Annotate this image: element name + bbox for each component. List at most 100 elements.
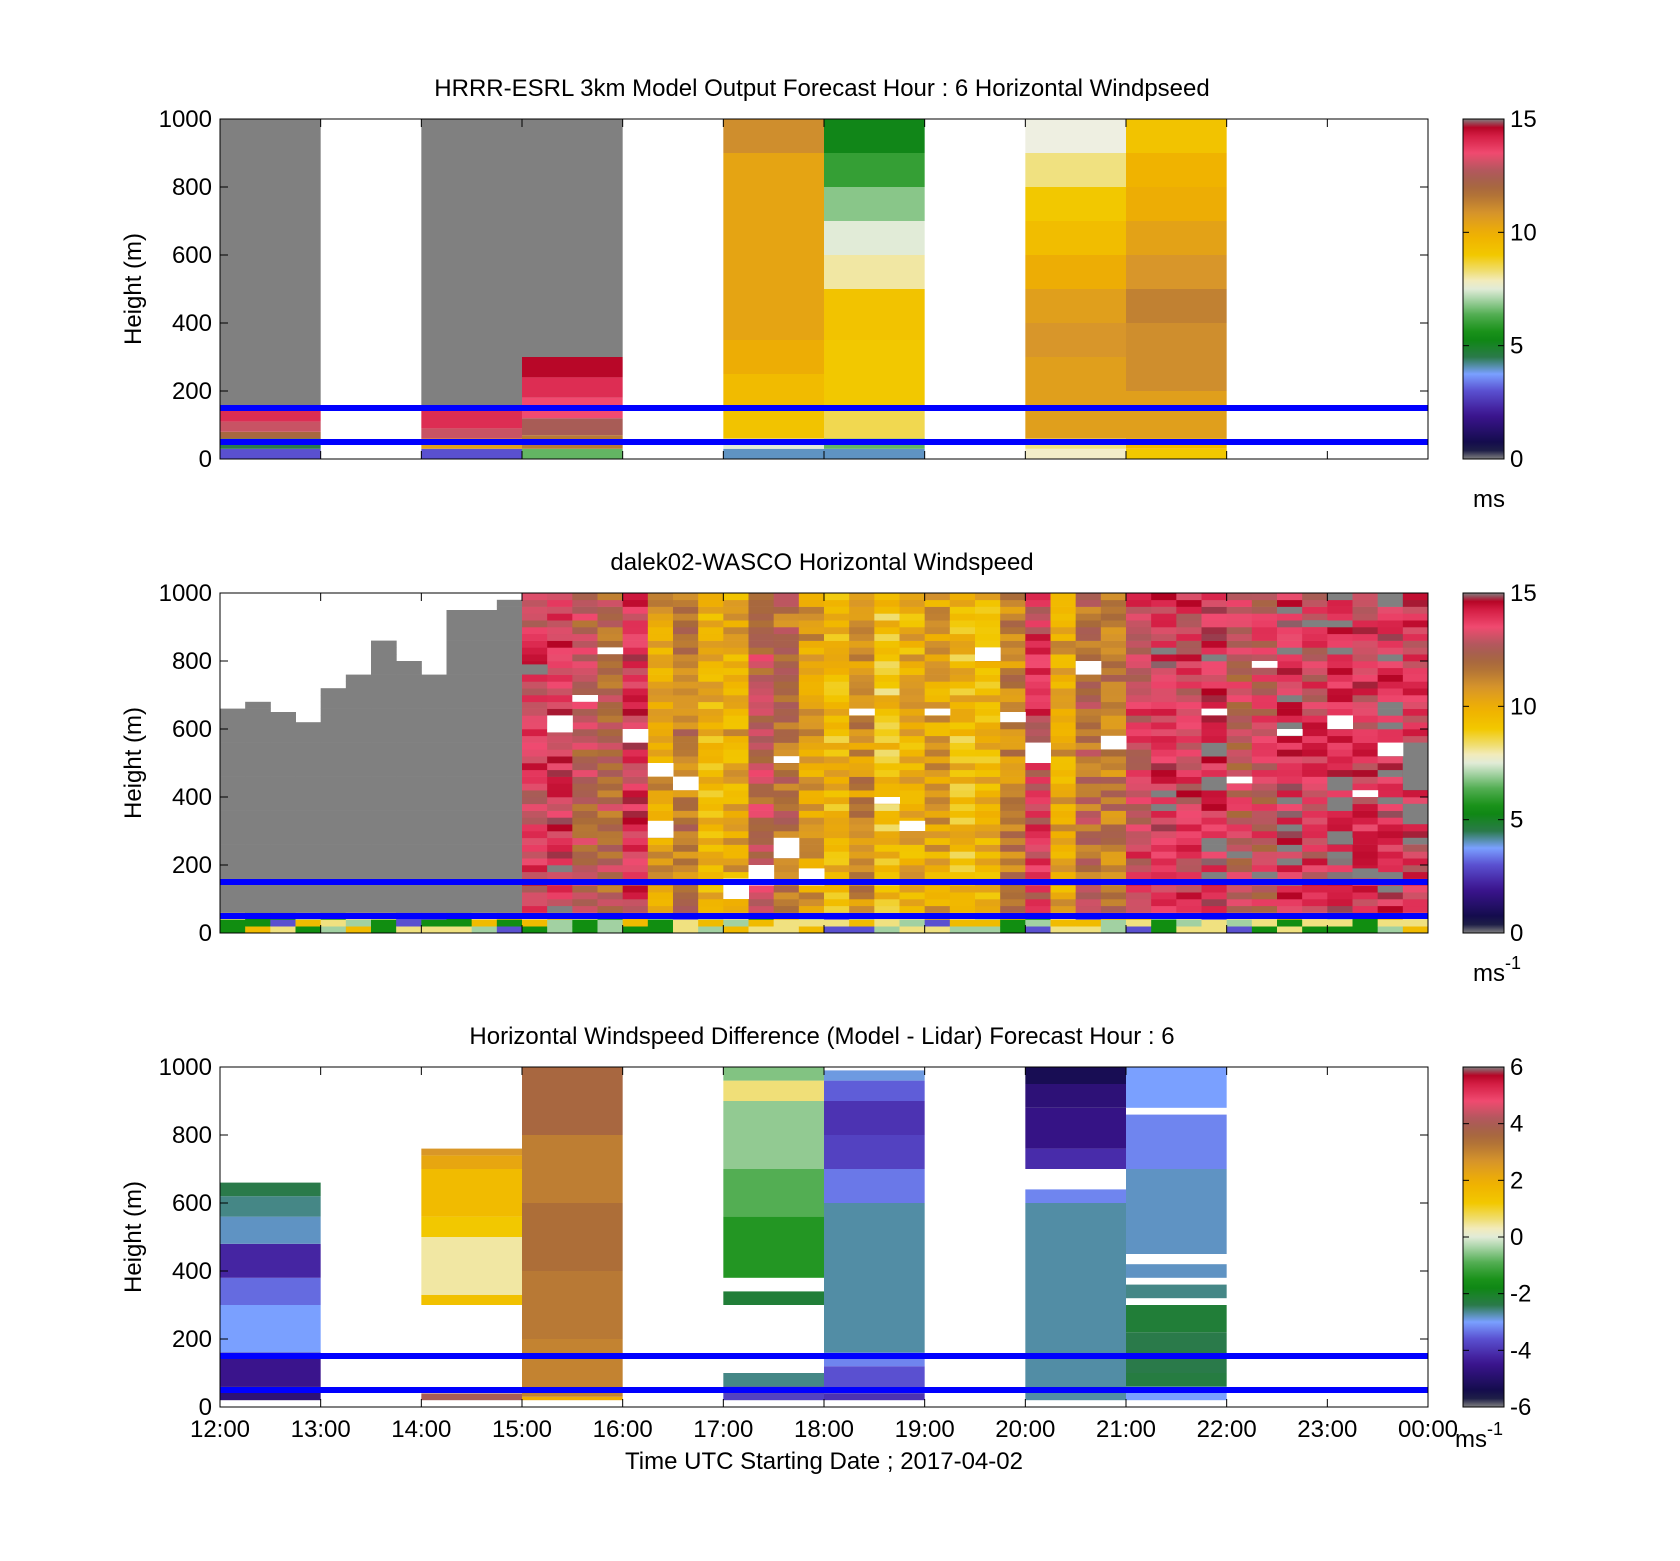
- heatmap-cell: [1151, 661, 1177, 669]
- heatmap-cell: [421, 919, 447, 927]
- heatmap-cell: [1327, 783, 1353, 791]
- heatmap-cell: [522, 851, 548, 859]
- heatmap-cell: [345, 851, 372, 859]
- heatmap-cell: [798, 593, 825, 601]
- heatmap-cell: [522, 708, 548, 716]
- heatmap-cell: [975, 640, 1001, 648]
- heatmap-cell: [572, 620, 598, 628]
- heatmap-cell: [220, 735, 246, 743]
- heatmap-cell: [673, 681, 699, 689]
- heatmap-cell: [1151, 593, 1177, 601]
- heatmap-cell: [471, 688, 498, 696]
- heatmap-blank-cell: [849, 708, 875, 716]
- heatmap-cell: [471, 892, 498, 900]
- x-tick-label: 22:00: [1197, 1416, 1257, 1443]
- heatmap-cell: [371, 892, 397, 900]
- heatmap-cell: [622, 810, 649, 818]
- heatmap-cell: [1226, 885, 1253, 893]
- heatmap-cell: [798, 790, 825, 798]
- heatmap-cell: [245, 817, 271, 825]
- heatmap-cell: [622, 790, 649, 798]
- heatmap-cell: [622, 722, 649, 730]
- heatmap-cell: [773, 695, 800, 703]
- heatmap-cell: [975, 824, 1001, 832]
- heatmap-cell: [824, 919, 850, 927]
- heatmap-cell: [421, 871, 447, 879]
- colorbar-tick-label: 2: [1510, 1167, 1523, 1194]
- y-tick-label: 400: [172, 310, 212, 337]
- heatmap-cell: [1151, 803, 1177, 811]
- heatmap-cell: [1352, 599, 1379, 607]
- heatmap-cell: [899, 708, 926, 716]
- heatmap-cell: [723, 1373, 824, 1387]
- heatmap-cell: [1377, 701, 1404, 709]
- heatmap-cell: [522, 715, 548, 723]
- heatmap-cell: [924, 667, 951, 675]
- y-tick-label: 600: [172, 716, 212, 743]
- heatmap-cell: [874, 851, 900, 859]
- heatmap-cell: [949, 681, 976, 689]
- heatmap-cell: [1201, 620, 1228, 628]
- heatmap-cell: [874, 756, 900, 764]
- heatmap-cell: [446, 613, 473, 621]
- heatmap-cell: [597, 633, 624, 641]
- heatmap-cell: [1151, 831, 1177, 839]
- heatmap-cell: [1377, 715, 1404, 723]
- heatmap-cell: [1302, 593, 1328, 601]
- panel-model-title: HRRR-ESRL 3km Model Output Forecast Hour…: [434, 75, 1209, 102]
- heatmap-blank-cell: [1377, 742, 1404, 757]
- heatmap-cell: [924, 640, 951, 648]
- y-tick-label: 1000: [159, 580, 212, 607]
- heatmap-cell: [547, 620, 573, 628]
- heatmap-cell: [698, 851, 724, 859]
- heatmap-cell: [1151, 892, 1177, 900]
- heatmap-cell: [496, 769, 523, 777]
- heatmap-cell: [295, 926, 322, 934]
- heatmap-cell: [547, 803, 573, 811]
- heatmap-cell: [949, 769, 976, 777]
- heatmap-cell: [798, 729, 825, 737]
- heatmap-cell: [446, 844, 473, 852]
- heatmap-cell: [949, 627, 976, 635]
- heatmap-cell: [949, 892, 976, 900]
- heatmap-cell: [849, 763, 875, 771]
- heatmap-cell: [446, 627, 473, 635]
- heatmap-cell: [270, 749, 296, 757]
- heatmap-cell: [446, 851, 473, 859]
- heatmap-cell: [975, 783, 1001, 791]
- heatmap-cell: [1151, 708, 1177, 716]
- heatmap-cell: [446, 749, 473, 757]
- heatmap-cell: [1050, 905, 1077, 913]
- heatmap-cell: [824, 613, 850, 621]
- heatmap-cell: [1000, 701, 1026, 709]
- heatmap-cell: [597, 681, 624, 689]
- heatmap-cell: [647, 776, 674, 784]
- colorbar-tick-label: 4: [1510, 1111, 1523, 1138]
- heatmap-cell: [622, 599, 649, 607]
- heatmap-cell: [1201, 661, 1228, 669]
- colorbar-tick-label: 5: [1510, 333, 1523, 360]
- heatmap-cell: [1025, 1067, 1126, 1084]
- heatmap-cell: [572, 613, 598, 621]
- heatmap-cell: [1277, 722, 1303, 730]
- heatmap-cell: [1126, 926, 1152, 934]
- heatmap-cell: [1226, 803, 1253, 811]
- heatmap-cell: [496, 729, 523, 737]
- heatmap-cell: [1201, 627, 1228, 635]
- heatmap-cell: [647, 865, 674, 873]
- heatmap-cell: [1126, 851, 1152, 859]
- heatmap-cell: [924, 722, 951, 730]
- heatmap-cell: [949, 688, 976, 696]
- colorbar-tick-label: 6: [1510, 1054, 1523, 1081]
- heatmap-cell: [1025, 667, 1051, 675]
- heatmap-cell: [547, 593, 573, 601]
- colorbar-strip: [1462, 1066, 1505, 1408]
- heatmap-cell: [1277, 708, 1303, 716]
- heatmap-cell: [798, 599, 825, 607]
- y-tick-label: 400: [172, 1258, 212, 1285]
- heatmap-cell: [496, 790, 523, 798]
- heatmap-cell: [345, 844, 372, 852]
- heatmap-cell: [673, 640, 699, 648]
- heatmap-cell: [1151, 599, 1177, 607]
- heatmap-cell: [371, 831, 397, 839]
